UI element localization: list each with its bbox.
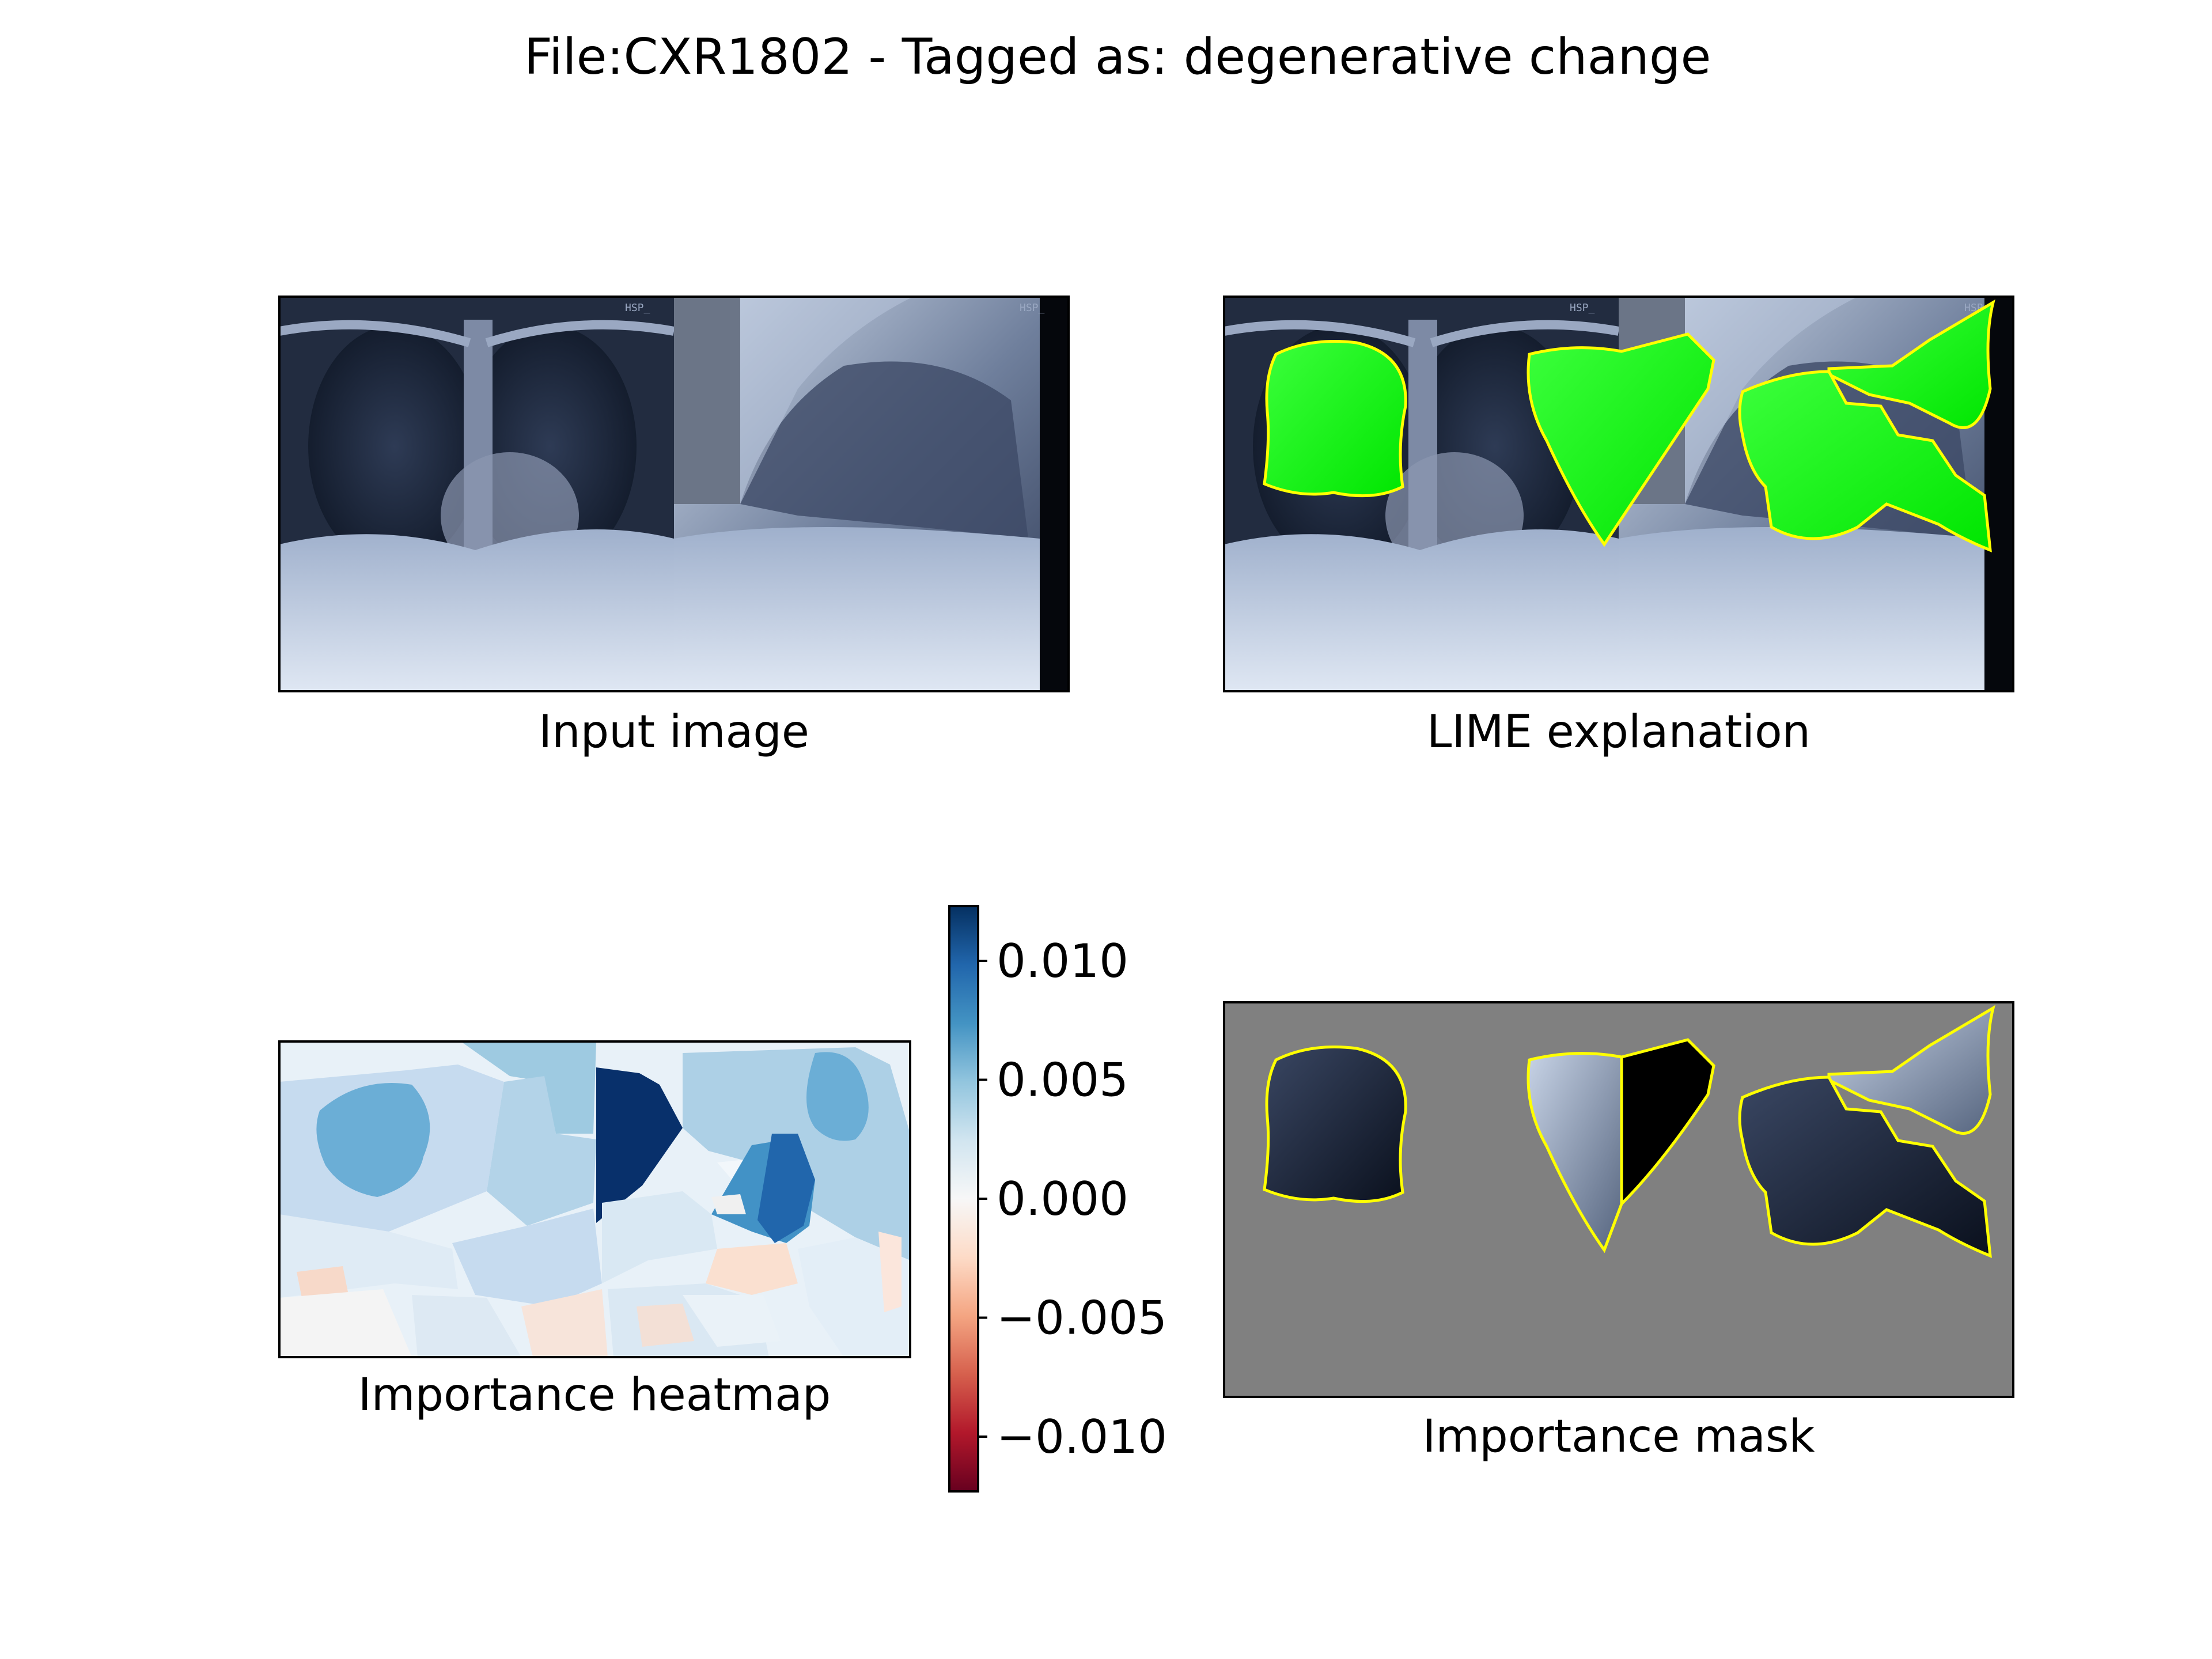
colorbar-tick-label: −0.010 — [997, 1410, 1167, 1464]
lime-explanation-caption: LIME explanation — [1427, 706, 1810, 758]
mask-region-left-lung — [1263, 1046, 1407, 1203]
mask-region-hilum-right — [1620, 1038, 1715, 1208]
mask-region-hilum-left — [1527, 1052, 1623, 1253]
figure-title: File:CXR1802 - Tagged as: degenerative c… — [524, 28, 1711, 86]
lime-region-lateral-upper — [1827, 299, 1995, 429]
colorbar-tick-label: 0.005 — [997, 1053, 1128, 1107]
mask-region-lateral-lower — [1738, 1075, 1992, 1258]
lime-region-left-lung — [1263, 340, 1407, 498]
input-image-panel — [279, 297, 1069, 691]
importance-mask-caption: Importance mask — [1422, 1411, 1815, 1463]
importance-heatmap-panel — [278, 1040, 911, 1358]
lime-region-hilum — [1527, 332, 1715, 547]
importance-heatmap-caption: Importance heatmap — [358, 1369, 831, 1421]
colorbar: 0.010 0.005 0.000 −0.005 −0.010 — [948, 905, 1167, 1493]
colorbar-tick-label: 0.010 — [997, 934, 1128, 988]
colorbar-tick-label: 0.000 — [997, 1172, 1128, 1226]
mask-region-lateral-upper — [1827, 1005, 1995, 1135]
colorbar-gradient — [948, 905, 979, 1493]
importance-mask-panel — [1223, 1001, 2014, 1398]
input-image-caption: Input image — [539, 706, 809, 758]
lime-region-lateral-lower — [1738, 370, 1992, 552]
lime-explanation-panel — [1224, 297, 2013, 691]
colorbar-tick-label: −0.005 — [997, 1291, 1167, 1345]
